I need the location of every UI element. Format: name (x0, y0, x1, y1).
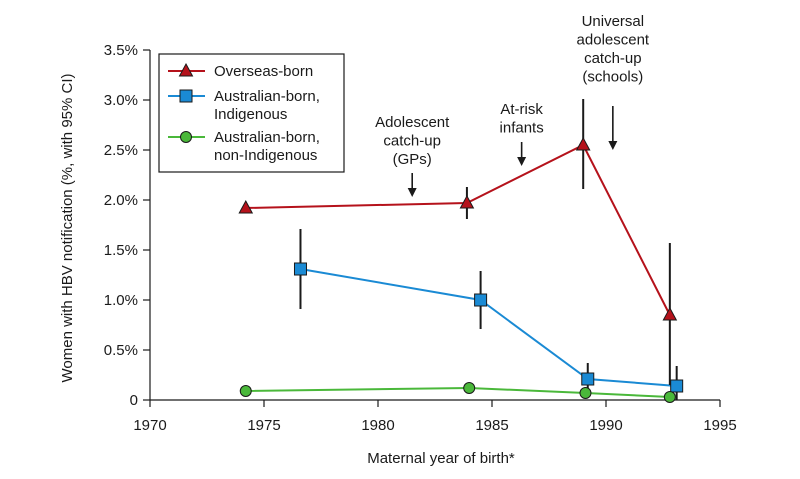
legend-marker (178, 62, 194, 77)
data-point (581, 372, 595, 386)
legend-label: Overseas-born (214, 63, 313, 80)
data-point (238, 199, 254, 214)
y-tick-label: 3.5% (104, 42, 138, 59)
y-tick-label: 2.5% (104, 142, 138, 159)
x-tick-label: 1990 (589, 417, 622, 434)
annotation-text: (schools) (582, 69, 643, 86)
legend-label: Australian-born, (214, 129, 320, 146)
annotation-text: catch-up (584, 50, 642, 67)
x-tick-label: 1975 (247, 417, 280, 434)
legend-entry: Australian-born,non-Indigenous (168, 129, 320, 164)
legend-label: Indigenous (214, 106, 287, 123)
data-point (239, 385, 252, 397)
legend-entry: Overseas-born (168, 62, 313, 80)
legend-marker (179, 89, 193, 103)
annotation-text: At-risk (500, 101, 543, 118)
data-point (663, 391, 676, 403)
x-axis-title: Maternal year of birth* (367, 450, 515, 467)
data-point (575, 136, 591, 151)
data-point (474, 293, 488, 307)
legend-label: non-Indigenous (214, 147, 317, 164)
annotation-arrow-head (517, 157, 527, 166)
data-point (459, 194, 475, 209)
data-point (579, 387, 592, 399)
annotation-arrow-head (608, 141, 618, 150)
chart-axes (149, 50, 720, 401)
y-tick-label: 1.5% (104, 242, 138, 259)
series-line (245, 386, 670, 398)
x-tick-label: 1970 (133, 417, 166, 434)
annotation-text: infants (500, 120, 544, 137)
annotation-text: Universal (582, 13, 645, 30)
chart-annotations: Adolescentcatch-up(GPs)At-riskinfantsUni… (375, 13, 650, 197)
error-bars (299, 99, 678, 400)
chart-ticks: 1970 1975 1980 1985 1990 1995 0 0.5% 1.0% 1.5% 2.0… (104, 42, 737, 434)
data-point (662, 306, 678, 321)
x-tick-label: 1980 (361, 417, 394, 434)
legend-entry: Australian-born,Indigenous (168, 88, 320, 123)
y-tick-label: 3.0% (104, 92, 138, 109)
y-tick-label: 0 (130, 392, 138, 409)
annotation-arrow-head (407, 188, 417, 197)
annotation-text: adolescent (577, 32, 650, 49)
annotation-text: (GPs) (393, 151, 432, 168)
legend-label: Australian-born, (214, 88, 320, 105)
y-tick-label: 0.5% (104, 342, 138, 359)
chart-legend: Overseas-bornAustralian-born,IndigenousA… (158, 53, 345, 173)
annotation-text: catch-up (383, 133, 441, 150)
data-point (670, 379, 684, 393)
series-lines (245, 143, 677, 398)
annotation-text: Adolescent (375, 114, 450, 131)
x-tick-label: 1985 (475, 417, 508, 434)
data-point (463, 382, 476, 394)
y-tick-label: 2.0% (104, 192, 138, 209)
series-line (300, 268, 677, 387)
data-point (293, 262, 307, 276)
legend-marker (180, 131, 192, 143)
y-tick-label: 1.0% (104, 292, 138, 309)
y-axis-title: Women with HBV notification (%, with 95%… (59, 73, 76, 382)
annotation: Adolescent catch-up(GPs) (375, 114, 450, 197)
x-tick-label: 1995 (703, 417, 736, 434)
annotation: At-risk infants (500, 101, 544, 166)
series-line (245, 143, 671, 316)
series-markers (238, 136, 684, 403)
